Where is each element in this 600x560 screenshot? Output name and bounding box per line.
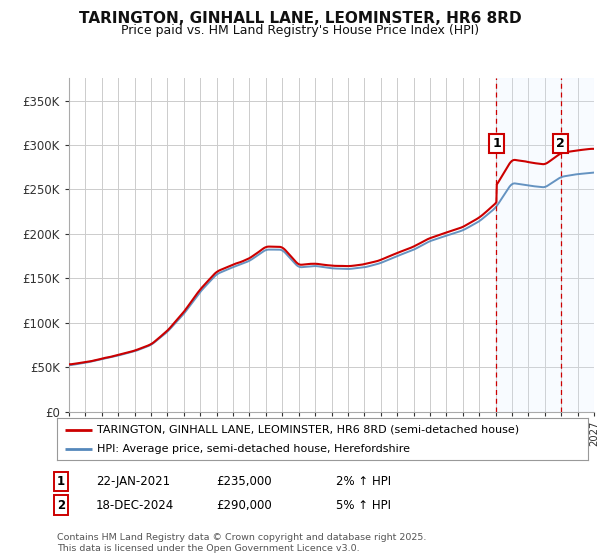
Text: Price paid vs. HM Land Registry's House Price Index (HPI): Price paid vs. HM Land Registry's House … <box>121 24 479 36</box>
Text: 1: 1 <box>492 137 501 150</box>
Text: 2% ↑ HPI: 2% ↑ HPI <box>336 475 391 488</box>
Text: £290,000: £290,000 <box>216 498 272 512</box>
Text: 2: 2 <box>57 498 65 512</box>
Text: 22-JAN-2021: 22-JAN-2021 <box>96 475 170 488</box>
Text: TARINGTON, GINHALL LANE, LEOMINSTER, HR6 8RD (semi-detached house): TARINGTON, GINHALL LANE, LEOMINSTER, HR6… <box>97 424 519 435</box>
Text: TARINGTON, GINHALL LANE, LEOMINSTER, HR6 8RD: TARINGTON, GINHALL LANE, LEOMINSTER, HR6… <box>79 11 521 26</box>
Text: Contains HM Land Registry data © Crown copyright and database right 2025.
This d: Contains HM Land Registry data © Crown c… <box>57 533 427 553</box>
Text: 5% ↑ HPI: 5% ↑ HPI <box>336 498 391 512</box>
Text: 1: 1 <box>57 475 65 488</box>
Text: 18-DEC-2024: 18-DEC-2024 <box>96 498 174 512</box>
Text: 2: 2 <box>556 137 565 150</box>
Text: HPI: Average price, semi-detached house, Herefordshire: HPI: Average price, semi-detached house,… <box>97 444 410 454</box>
Text: £235,000: £235,000 <box>216 475 272 488</box>
Bar <box>496 78 594 412</box>
